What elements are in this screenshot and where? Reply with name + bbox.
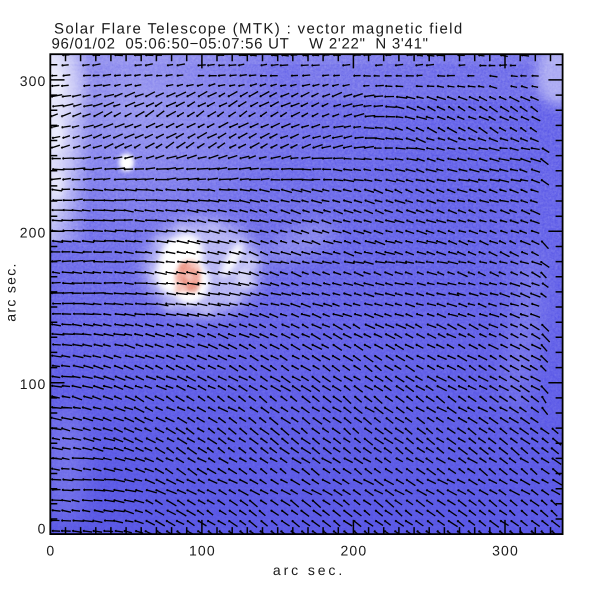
svg-text:arc sec.: arc sec. — [273, 562, 345, 578]
svg-text:100: 100 — [189, 543, 216, 559]
svg-text:200: 200 — [20, 225, 47, 241]
svg-text:200: 200 — [340, 543, 367, 559]
svg-text:Solar Flare Telescope (MTK) :: Solar Flare Telescope (MTK) : vector mag… — [54, 21, 464, 38]
svg-text:100: 100 — [20, 376, 47, 392]
svg-text:300: 300 — [492, 543, 519, 559]
svg-text:96/01/02 05:06:50−05:07:56 UT: 96/01/02 05:06:50−05:07:56 UT W 2'22" N … — [52, 36, 429, 53]
svg-text:0: 0 — [38, 521, 47, 537]
svg-text:300: 300 — [20, 73, 47, 89]
svg-text:0: 0 — [46, 543, 55, 559]
svg-text:arc sec.: arc sec. — [3, 262, 19, 321]
